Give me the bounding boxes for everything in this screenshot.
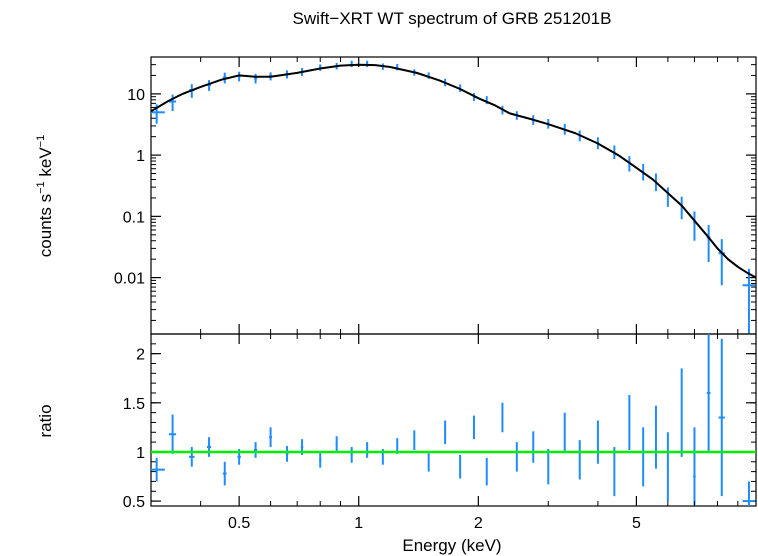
ratio-data-series bbox=[151, 334, 756, 506]
y-tick-label: 0.01 bbox=[114, 271, 145, 288]
ratio-data-point bbox=[169, 414, 177, 454]
ratio-data-point bbox=[613, 447, 616, 497]
x-tick-label: 1 bbox=[354, 515, 363, 532]
ylabel-sup-1: −1 bbox=[35, 181, 47, 194]
ratio-data-point bbox=[501, 402, 504, 433]
ratio-panel: 0.5 1 1.5 2 bbox=[123, 333, 757, 511]
ratio-data-point bbox=[427, 451, 430, 472]
ratio-data-point bbox=[578, 440, 581, 480]
spectrum-data-point bbox=[680, 196, 683, 220]
ylabel-part-kev: keV bbox=[36, 147, 55, 182]
ratio-panel-frame bbox=[150, 333, 757, 507]
ratio-data-point bbox=[222, 461, 227, 486]
ylabel-part-counts: counts s bbox=[36, 194, 55, 257]
spectrum-data-point bbox=[169, 94, 177, 112]
ratio-data-point bbox=[485, 457, 488, 486]
x-axis-label: Energy (keV) bbox=[402, 536, 501, 555]
ratio-data-point bbox=[680, 368, 683, 457]
ratio-data-point bbox=[532, 431, 535, 463]
ratio-data-point bbox=[693, 427, 696, 506]
svg-text:counts s−1 keV−1: counts s−1 keV−1 bbox=[35, 135, 55, 257]
y-axis-label-ratio: ratio bbox=[36, 404, 55, 437]
ratio-data-point bbox=[366, 442, 369, 458]
ratio-data-point bbox=[413, 430, 416, 450]
ratio-data-point bbox=[254, 442, 258, 458]
ratio-data-point bbox=[335, 436, 338, 452]
x-tick-label: 0.5 bbox=[228, 515, 250, 532]
spectrum-data-series bbox=[151, 60, 756, 334]
spectrum-minor-ticks bbox=[151, 56, 756, 321]
y-tick-label: 0.1 bbox=[123, 209, 145, 226]
chart-title: Swift−XRT WT spectrum of GRB 251201B bbox=[293, 9, 612, 28]
ratio-y-axis: 0.5 1 1.5 2 bbox=[123, 343, 756, 511]
spectrum-data-point bbox=[693, 211, 696, 241]
x-tick-label: 2 bbox=[474, 515, 483, 532]
ratio-data-point bbox=[654, 405, 657, 469]
ratio-data-point bbox=[459, 454, 462, 479]
spectrum-data-point bbox=[706, 225, 711, 262]
spectrum-data-point bbox=[350, 60, 353, 68]
ratio-data-point bbox=[319, 451, 322, 468]
x-tick-label: 5 bbox=[632, 515, 641, 532]
y-tick-label: 10 bbox=[127, 87, 145, 104]
ratio-data-point bbox=[151, 457, 165, 482]
ratio-data-point bbox=[547, 448, 550, 485]
ratio-data-point bbox=[628, 394, 631, 450]
ratio-data-point bbox=[563, 412, 566, 452]
spectrum-y-axis: 10 1 0.1 0.01 bbox=[114, 87, 756, 288]
y-axis-label-spectrum: counts s−1 keV−1 bbox=[35, 135, 55, 257]
spectrum-data-point bbox=[718, 239, 725, 286]
spectrum-data-point bbox=[666, 187, 669, 207]
ratio-data-point bbox=[350, 447, 353, 463]
ratio-data-point bbox=[515, 442, 518, 472]
ratio-data-point bbox=[444, 420, 447, 445]
ratio-data-point bbox=[472, 415, 475, 440]
spectrum-panel: 10 1 0.1 0.01 bbox=[114, 56, 757, 335]
spectrum-data-point bbox=[254, 73, 258, 84]
spectrum-model-line bbox=[150, 63, 757, 279]
ratio-data-point bbox=[189, 447, 195, 467]
ratio-data-point bbox=[666, 432, 669, 502]
ratio-tick-label: 2 bbox=[136, 347, 145, 364]
ratio-tick-label: 1 bbox=[136, 445, 145, 462]
spectrum-panel-frame bbox=[150, 56, 757, 335]
ylabel-sup-2: −1 bbox=[35, 135, 47, 148]
ratio-data-point bbox=[596, 420, 599, 464]
ratio-tick-label: 0.5 bbox=[123, 494, 145, 511]
y-tick-label: 1 bbox=[136, 148, 145, 165]
ratio-data-point bbox=[269, 427, 273, 448]
ratio-tick-label: 1.5 bbox=[123, 396, 145, 413]
energy-x-axis: 0.5 1 2 5 bbox=[150, 57, 757, 532]
ratio-data-point bbox=[206, 437, 212, 457]
ratio-data-point bbox=[718, 338, 725, 497]
ratio-data-point bbox=[642, 427, 645, 487]
spectrum-data-point bbox=[742, 268, 756, 334]
ratio-data-point bbox=[706, 334, 711, 452]
ratio-data-point bbox=[742, 481, 756, 506]
ratio-data-point bbox=[285, 446, 289, 462]
